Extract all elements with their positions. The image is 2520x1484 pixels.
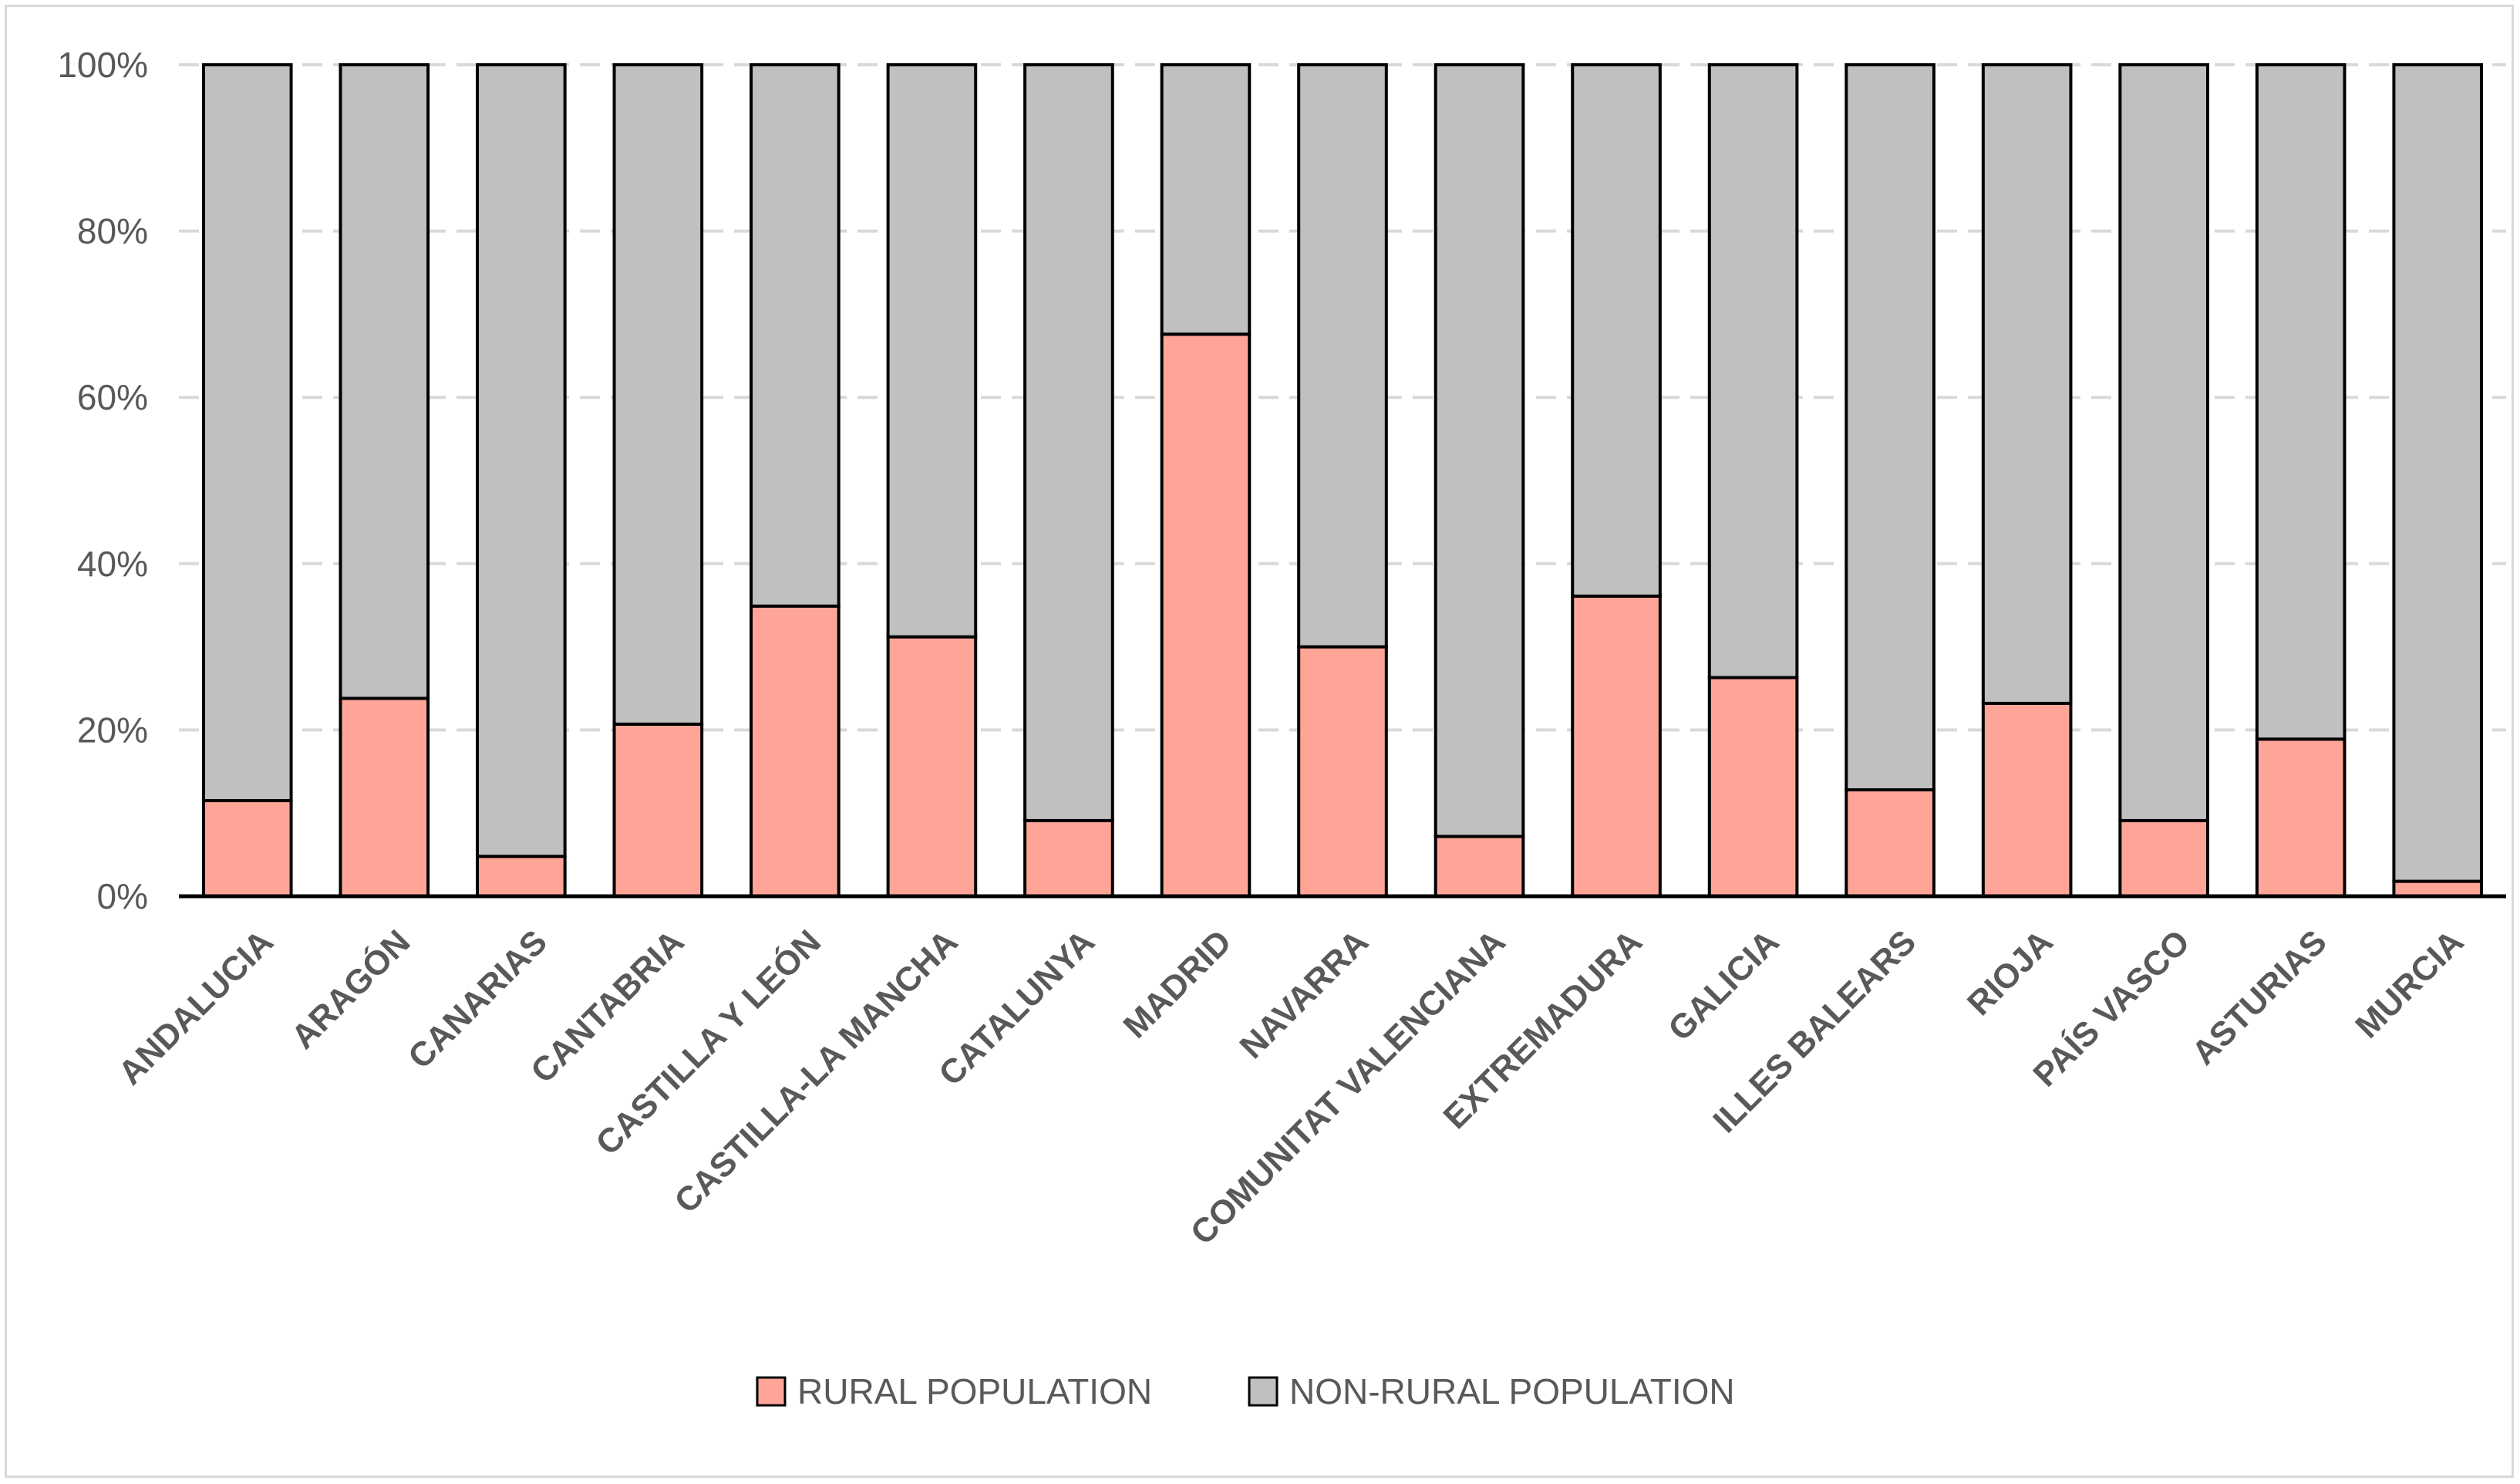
bar-non-rural — [201, 63, 293, 803]
bar-rural — [1434, 835, 1525, 899]
legend-label: NON-RURAL POPULATION — [1289, 1371, 1735, 1411]
bar-rural — [1707, 676, 1799, 899]
legend-swatch — [756, 1376, 787, 1407]
y-tick-label: 0% — [97, 876, 148, 916]
bar-rural — [1845, 788, 1935, 898]
bar-non-rural — [476, 63, 567, 858]
bar-non-rural — [750, 63, 841, 608]
bar-rural — [886, 635, 978, 898]
x-axis-ticks: ANDALUCIA ARAGÓNCANARIASCANTABRIACASTILLA… — [111, 922, 2471, 1253]
legend: RURAL POPULATION NON-RURAL POPULATION — [756, 1371, 1735, 1411]
y-tick-label: 80% — [77, 211, 148, 251]
bar-rural — [2255, 737, 2346, 898]
bar-non-rural — [1981, 63, 2073, 705]
y-tick-label: 20% — [77, 710, 148, 750]
x-tick-label: CASTILLA-LA MANCHA — [667, 922, 965, 1220]
y-tick-label: 60% — [77, 377, 148, 417]
bar-non-rural — [1023, 63, 1114, 822]
bar-rural — [1297, 645, 1388, 898]
bar-rural — [2118, 818, 2209, 898]
x-tick-label: RIOJA — [1960, 922, 2060, 1023]
x-tick-label: ARAGÓN — [284, 922, 418, 1057]
bar-rural — [201, 799, 293, 899]
x-tick-label: GALICIA — [1661, 922, 1787, 1048]
bar-non-rural — [2255, 63, 2346, 741]
bar-non-rural — [1707, 63, 1799, 680]
bar-non-rural — [886, 63, 978, 639]
legend-label: RURAL POPULATION — [797, 1371, 1152, 1411]
bar-rural — [1571, 594, 1662, 898]
y-axis-ticks: 0% 20% 40% 60% 80% 100% — [57, 45, 148, 916]
y-tick-label: 100% — [57, 45, 148, 85]
bar-rural — [612, 722, 704, 898]
bar-non-rural — [612, 63, 704, 726]
bar-rural — [476, 855, 567, 898]
y-tick-label: 40% — [77, 544, 148, 584]
bar-rural — [1160, 332, 1252, 899]
x-tick-label: ASTURIAS — [2185, 922, 2334, 1072]
x-tick-label: MURCIA — [2348, 922, 2471, 1045]
bars — [201, 63, 2484, 899]
x-tick-label: ANDALUCIA — [111, 922, 281, 1092]
bar-non-rural — [1845, 63, 1935, 792]
bar-rural — [2392, 879, 2484, 898]
bar-non-rural — [2118, 63, 2209, 822]
bar-non-rural — [1160, 63, 1252, 336]
gridlines — [179, 63, 2506, 732]
x-tick-label: MADRID — [1117, 922, 1239, 1045]
bar-rural — [1981, 701, 2073, 898]
bar-non-rural — [339, 63, 430, 700]
x-tick-label: NAVARRA — [1233, 922, 1376, 1066]
bar-rural — [1023, 818, 1114, 898]
bar-rural — [339, 696, 430, 898]
bar-non-rural — [1434, 63, 1525, 838]
bar-rural — [750, 604, 841, 898]
x-tick-label: CANARIAS — [401, 922, 554, 1076]
bar-non-rural — [2392, 63, 2484, 883]
bar-non-rural — [1571, 63, 1662, 598]
legend-swatch — [1248, 1376, 1279, 1407]
bar-non-rural — [1297, 63, 1388, 649]
x-tick-label: CASTILLA Y LEÓN — [588, 922, 828, 1162]
